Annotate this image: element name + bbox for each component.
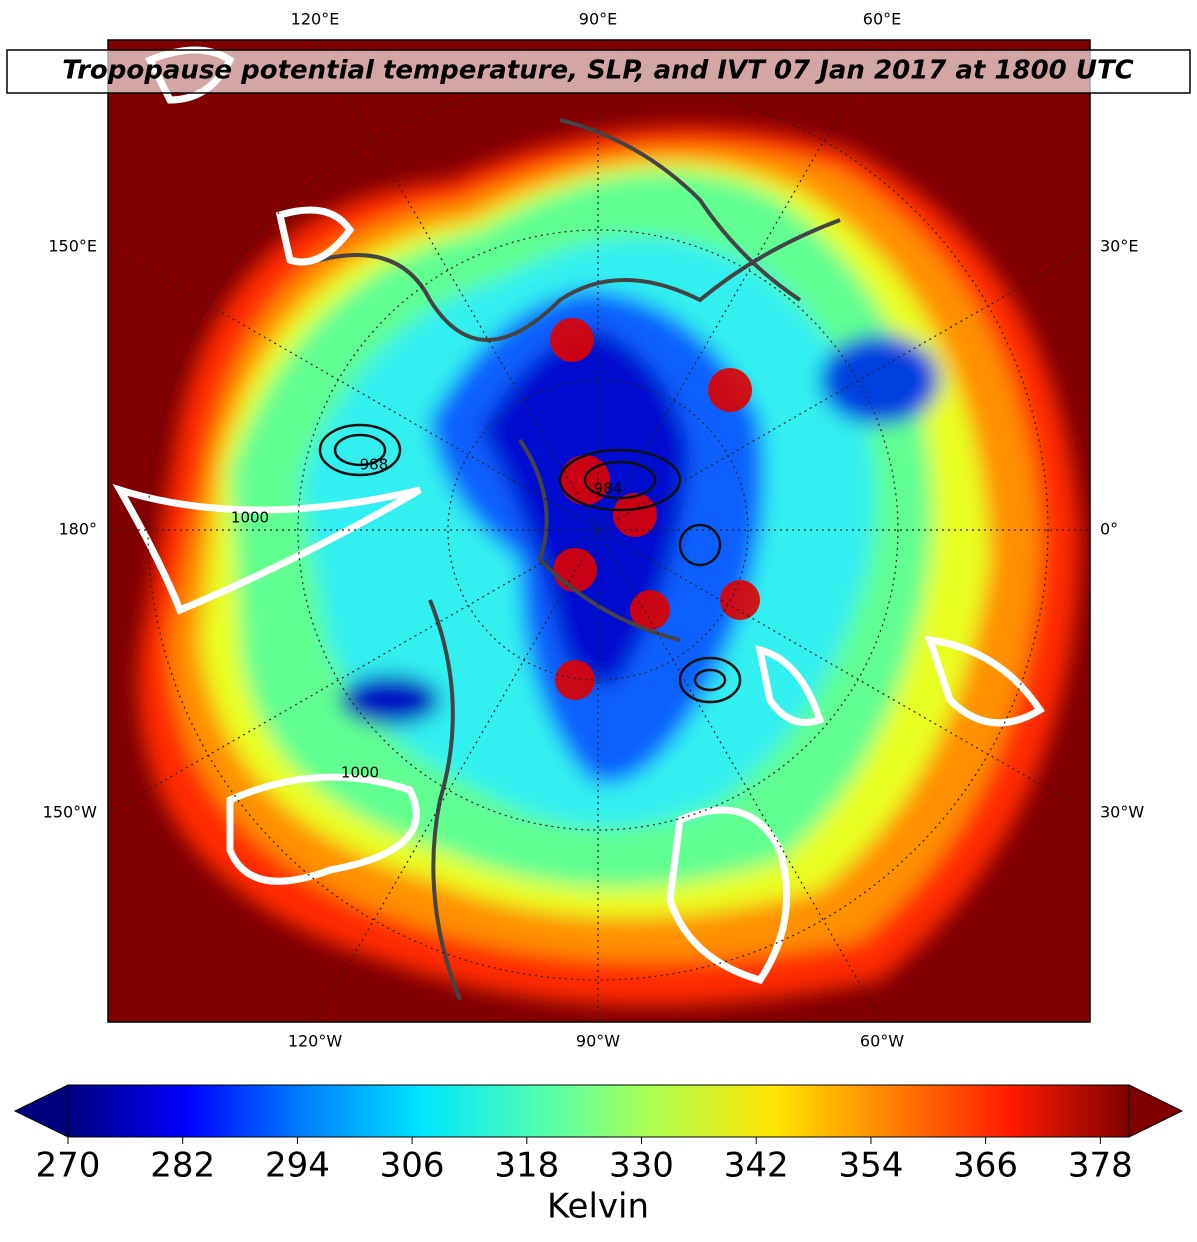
lon-label: 60°E [863,10,901,29]
colorbar [68,1085,1129,1137]
colorbar-tick-label: 378 [1068,1146,1133,1186]
lon-label: 120°E [291,10,340,29]
lon-label: 30°E [1100,237,1138,256]
colorbar-tick-label: 354 [838,1146,903,1186]
lon-label: 120°W [288,1032,343,1051]
lon-label: 150°E [48,237,97,256]
contour-label: 988 [360,456,389,474]
colorbar-tick-label: 270 [36,1146,101,1186]
lon-label: 90°E [579,10,617,29]
contour-label: 1000 [231,509,269,527]
colorbar-label: Kelvin [547,1187,649,1227]
lon-label: 180° [58,520,97,539]
colorbar-frame [67,1084,1130,1138]
title: Tropopause potential temperature, SLP, a… [62,56,1134,86]
colorbar-tick-label: 330 [609,1146,674,1186]
lon-label: 0° [1100,520,1118,539]
colorbar-tick-label: 282 [150,1146,215,1186]
colorbar-extend-max [1128,1084,1184,1138]
title-box [6,49,1191,94]
contour-label: 1000 [341,764,379,782]
colorbar-extend-min [13,1084,69,1138]
colorbar-tick-label: 294 [265,1146,330,1186]
colorbar-tick-label: 306 [380,1146,445,1186]
colorbar-tick-label: 318 [494,1146,559,1186]
lon-label: 60°W [860,1032,904,1051]
lon-label: 150°W [43,803,98,822]
map: 1000 984 988 1000 [108,40,1090,1022]
colorbar-tick-label: 342 [724,1146,789,1186]
contour-label: 984 [594,480,623,498]
colorbar-tick-label: 366 [953,1146,1018,1186]
lon-label: 90°W [576,1032,620,1051]
lon-label: 30°W [1100,803,1144,822]
map-frame [107,39,1091,1023]
